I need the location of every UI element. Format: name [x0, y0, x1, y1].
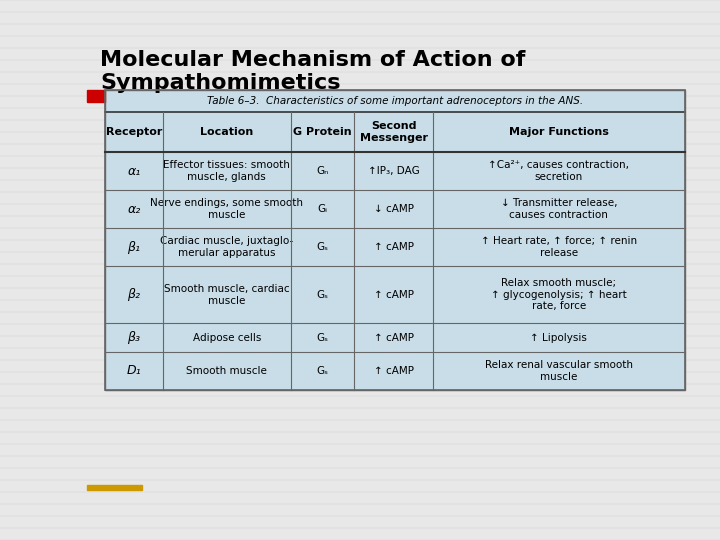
Text: Smooth muscle: Smooth muscle [186, 366, 267, 376]
Text: Table 6–3.  Characteristics of some important adrenoceptors in the ANS.: Table 6–3. Characteristics of some impor… [207, 96, 583, 106]
Text: ↑ cAMP: ↑ cAMP [374, 290, 413, 300]
Text: G Protein: G Protein [293, 127, 352, 137]
Text: β₁: β₁ [127, 241, 140, 254]
Text: Gₛ: Gₛ [317, 333, 328, 343]
Text: ↑ cAMP: ↑ cAMP [374, 366, 413, 376]
Text: Gₙ: Gₙ [316, 166, 328, 176]
Text: α₁: α₁ [127, 165, 140, 178]
Text: ↑ Lipolysis: ↑ Lipolysis [531, 333, 588, 343]
Text: Effector tissues: smooth
muscle, glands: Effector tissues: smooth muscle, glands [163, 160, 290, 182]
Text: ↑ cAMP: ↑ cAMP [374, 333, 413, 343]
Text: Relax renal vascular smooth
muscle: Relax renal vascular smooth muscle [485, 360, 633, 382]
Bar [105, 90, 685, 390]
Text: β₃: β₃ [127, 331, 140, 344]
Text: Gₛ: Gₛ [317, 290, 328, 300]
Text: Smooth muscle, cardiac
muscle: Smooth muscle, cardiac muscle [164, 284, 289, 306]
Text: Cardiac muscle, juxtaglo-
merular apparatus: Cardiac muscle, juxtaglo- merular appara… [160, 237, 294, 258]
Bar [87, 90, 105, 102]
Text: ↑Ca²⁺, causes contraction,
secretion: ↑Ca²⁺, causes contraction, secretion [488, 160, 629, 182]
Text: Gᵢ: Gᵢ [318, 204, 328, 214]
Text: Molecular Mechanism of Action of
Sympathomimetics: Molecular Mechanism of Action of Sympath… [100, 50, 526, 93]
Text: ↑IP₃, DAG: ↑IP₃, DAG [368, 166, 420, 176]
Text: Gₛ: Gₛ [317, 366, 328, 376]
Text: ↑ cAMP: ↑ cAMP [374, 242, 413, 252]
Text: Second
Messenger: Second Messenger [359, 121, 428, 143]
Text: ↓ Transmitter release,
causes contraction: ↓ Transmitter release, causes contractio… [500, 198, 617, 220]
Text: ↓ cAMP: ↓ cAMP [374, 204, 413, 214]
Text: Receptor: Receptor [106, 127, 162, 137]
Text: Major Functions: Major Functions [509, 127, 609, 137]
Text: β₂: β₂ [127, 288, 140, 301]
Text: ↑ Heart rate, ↑ force; ↑ renin
release: ↑ Heart rate, ↑ force; ↑ renin release [481, 237, 637, 258]
Text: Nerve endings, some smooth
muscle: Nerve endings, some smooth muscle [150, 198, 303, 220]
Bar [105, 90, 685, 390]
Text: Location: Location [200, 127, 253, 137]
Text: D₁: D₁ [127, 364, 141, 377]
Bar [87, 485, 142, 490]
Text: α₂: α₂ [127, 202, 140, 215]
Text: Adipose cells: Adipose cells [193, 333, 261, 343]
Text: Gₛ: Gₛ [317, 242, 328, 252]
Text: Relax smooth muscle;
↑ glycogenolysis; ↑ heart
rate, force: Relax smooth muscle; ↑ glycogenolysis; ↑… [491, 278, 626, 312]
